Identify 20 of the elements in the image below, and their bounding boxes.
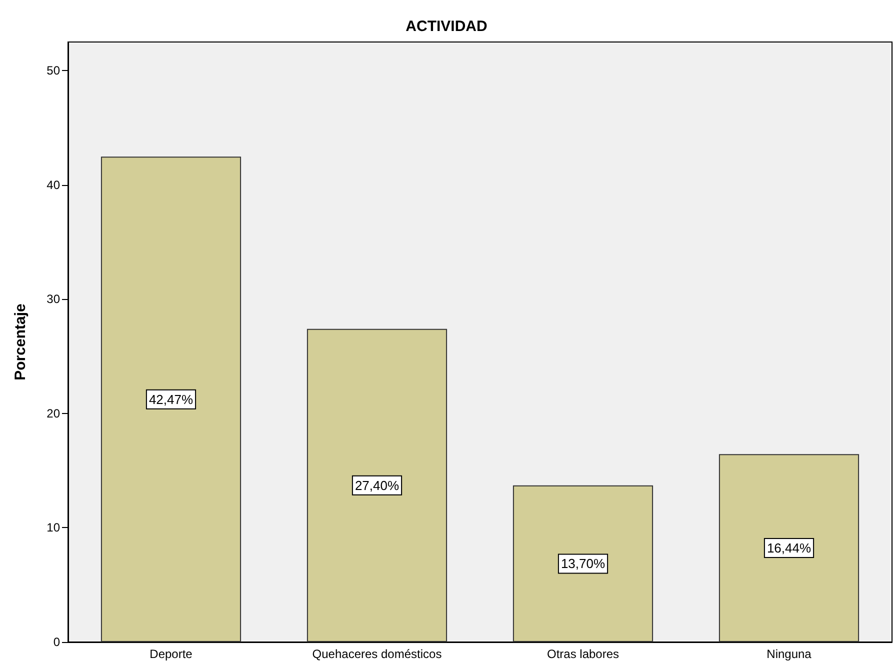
- data-label: 16,44%: [766, 540, 812, 556]
- y-tick-label: 50: [46, 64, 60, 78]
- y-tick-label: 0: [53, 635, 60, 649]
- y-tick-label: 10: [46, 520, 60, 535]
- data-label: 42,47%: [148, 392, 194, 407]
- data-label: 13,70%: [560, 556, 606, 572]
- data-label: 27,40%: [354, 478, 400, 493]
- bar: [100, 156, 242, 642]
- y-tick-label: 20: [46, 406, 60, 420]
- y-tick-label: 40: [46, 178, 60, 192]
- y-axis-title: Porcentaje: [12, 304, 29, 380]
- y-tick-label: 30: [46, 292, 60, 306]
- bar: [512, 485, 654, 642]
- chart-title: ACTIVIDAD: [406, 18, 488, 35]
- x-tick-label: Otras labores: [546, 647, 620, 661]
- x-tick-label: Deporte: [150, 647, 193, 661]
- x-tick-label: Quehaceres domésticos: [312, 647, 442, 661]
- bar: [306, 328, 448, 642]
- bar: [718, 454, 860, 642]
- x-tick-label: Ninguna: [766, 647, 812, 661]
